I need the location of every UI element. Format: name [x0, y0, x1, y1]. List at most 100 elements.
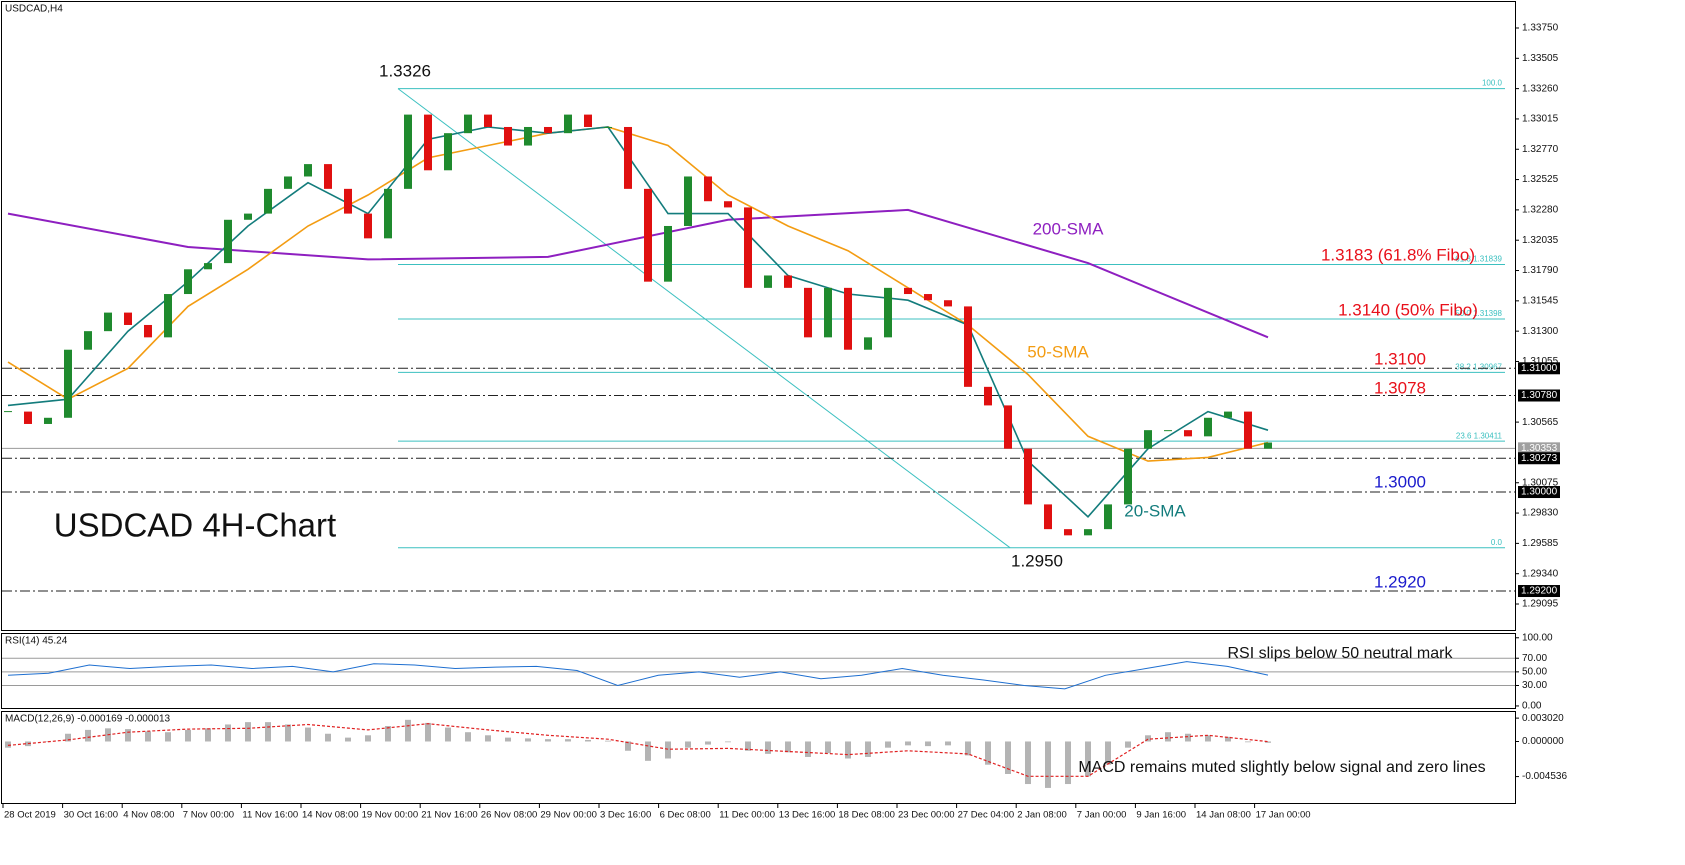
x-tick-label: 18 Dec 08:00	[838, 810, 895, 821]
macd-bar	[1145, 735, 1151, 742]
y-tick-label: 1.31055	[1522, 356, 1559, 367]
macd-bar	[1165, 732, 1171, 742]
macd-bar	[265, 722, 271, 742]
candle	[424, 114, 432, 171]
y-tick-label: 1.30075	[1522, 477, 1559, 488]
level-label: 1.30353	[1521, 443, 1558, 454]
candle	[1204, 417, 1212, 437]
x-tick-label: 14 Jan 08:00	[1196, 810, 1251, 821]
x-tick-label: 11 Dec 00:00	[719, 810, 775, 821]
candle	[104, 312, 112, 332]
x-tick-label: 3 Dec 16:00	[600, 810, 651, 821]
level-label: 1.30780	[1521, 390, 1558, 401]
candle	[584, 114, 592, 127]
macd-bar	[85, 729, 91, 742]
macd-bar	[465, 732, 471, 742]
candle	[984, 386, 992, 406]
macd-bar	[725, 741, 731, 743]
x-tick-label: 27 Dec 04:00	[958, 810, 1015, 821]
y-tick-label: 0.00	[1522, 701, 1542, 712]
macd-bar	[1065, 741, 1071, 785]
candle	[564, 114, 572, 134]
macd-bar	[1125, 741, 1131, 748]
x-tick-label: 7 Nov 00:00	[183, 810, 234, 821]
macd-bar	[485, 735, 491, 742]
x-tick-label: 9 Jan 16:00	[1136, 810, 1186, 821]
macd-bar	[1205, 735, 1211, 742]
macd-bar	[605, 740, 611, 742]
candle	[704, 176, 712, 202]
level-box	[1518, 486, 1560, 499]
macd-bar	[1045, 741, 1051, 788]
macd-bar	[205, 728, 211, 742]
candle	[1184, 430, 1192, 437]
candle	[904, 287, 912, 295]
x-tick-label: 7 Jan 00:00	[1077, 810, 1127, 821]
macd-bar	[1225, 736, 1231, 742]
candle	[284, 176, 292, 189]
level-box	[1518, 362, 1560, 375]
macd-bar	[125, 729, 131, 742]
candle	[544, 126, 552, 134]
macd-bar	[365, 735, 371, 742]
candle	[464, 114, 472, 134]
macd-bar	[225, 724, 231, 742]
sma-line	[7, 126, 1269, 518]
macd-panel	[1, 711, 1516, 804]
macd-bar	[425, 722, 431, 742]
candle	[1024, 448, 1032, 505]
macd-bar	[1085, 741, 1091, 777]
candle	[84, 331, 92, 350]
candle	[824, 287, 832, 338]
sma-label: 200-SMA	[1033, 219, 1105, 238]
level-label: 1.30273	[1521, 453, 1558, 464]
y-tick-label: 0.003020	[1522, 713, 1564, 724]
x-tick-label: 26 Nov 08:00	[481, 810, 538, 821]
level-box	[1518, 452, 1560, 465]
candle	[724, 201, 732, 208]
x-tick-label: 14 Nov 08:00	[302, 810, 359, 821]
macd-bar	[665, 741, 671, 759]
y-tick-label: 1.32525	[1522, 174, 1559, 185]
x-tick-label: 4 Nov 08:00	[123, 810, 174, 821]
sma-line	[7, 126, 1269, 462]
y-tick-label: 1.29095	[1522, 599, 1559, 610]
x-tick-label: 17 Jan 00:00	[1256, 810, 1311, 821]
macd-bar	[825, 741, 831, 754]
y-tick-label: 1.31300	[1522, 326, 1559, 337]
candle	[64, 349, 72, 418]
y-tick-label: 1.32770	[1522, 144, 1559, 155]
macd-bar	[345, 737, 351, 742]
candle	[664, 225, 672, 282]
macd-bar	[945, 741, 951, 746]
y-tick-label: 1.29340	[1522, 568, 1559, 579]
candle	[764, 275, 772, 288]
x-tick-label: 28 Oct 2019	[4, 810, 56, 821]
rsi-line	[7, 661, 1269, 690]
x-tick-label: 2 Jan 08:00	[1017, 810, 1067, 821]
macd-bar	[185, 729, 191, 742]
x-tick-label: 6 Dec 08:00	[660, 810, 711, 821]
candle	[444, 133, 452, 171]
price-panel	[1, 1, 1516, 631]
sma-line	[7, 208, 1269, 339]
symbol-label: USDCAD,H4	[5, 4, 63, 15]
level-label: 1.31000	[1521, 363, 1558, 374]
y-tick-label: 1.29585	[1522, 538, 1559, 549]
annotation: 1.2950	[1011, 551, 1063, 570]
candle	[1144, 430, 1152, 449]
macd-bar	[1105, 741, 1111, 765]
candle	[1064, 529, 1072, 536]
macd-bar	[505, 737, 511, 742]
candle	[644, 188, 652, 282]
fibo-label: 100.0	[1482, 79, 1503, 88]
candle	[184, 269, 192, 295]
macd-bar	[745, 741, 751, 751]
candle	[1124, 448, 1132, 505]
candle	[484, 114, 492, 127]
candle	[164, 294, 172, 338]
candle	[864, 337, 872, 350]
y-tick-label: 100.00	[1522, 632, 1553, 643]
candle	[224, 219, 232, 264]
x-tick-label: 13 Dec 16:00	[779, 810, 836, 821]
